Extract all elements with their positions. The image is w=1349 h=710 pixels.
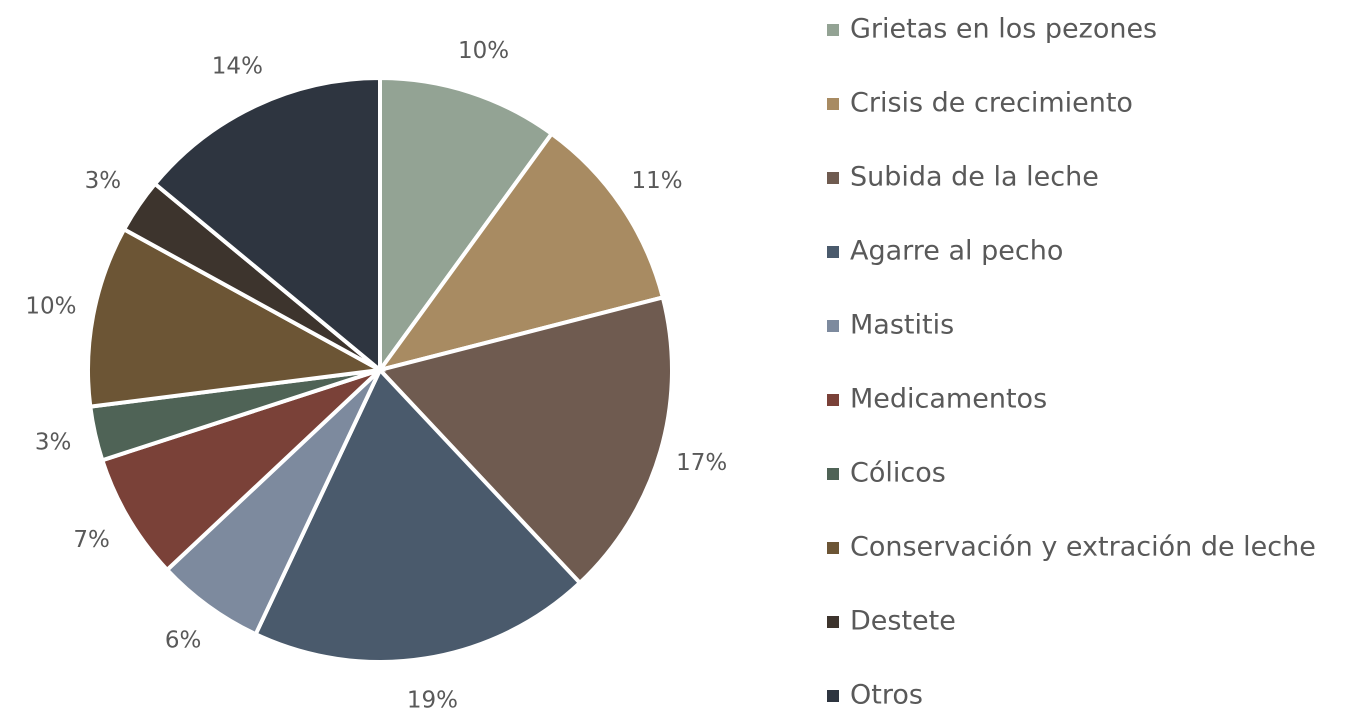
data-label: 19% xyxy=(407,687,458,710)
pie-slice xyxy=(152,75,382,375)
legend-swatch xyxy=(827,394,839,406)
legend-label: Medicamentos xyxy=(850,384,1047,415)
legend-label: Crisis de crecimiento xyxy=(850,88,1133,119)
legend-swatch xyxy=(827,616,839,628)
pie-slice xyxy=(375,130,666,374)
legend-label: Mastitis xyxy=(850,310,954,341)
legend-label: Grietas en los pezones xyxy=(850,14,1157,45)
data-label: 3% xyxy=(35,430,72,456)
legend-label: Subida de la leche xyxy=(850,162,1099,193)
legend-label: Conservación y extración de leche xyxy=(850,532,1316,563)
data-label: 10% xyxy=(25,294,76,320)
legend-swatch xyxy=(827,98,839,110)
legend-label: Otros xyxy=(850,680,923,710)
legend-swatch xyxy=(827,172,839,184)
data-label: 3% xyxy=(85,168,122,194)
data-label: 11% xyxy=(632,168,683,194)
legend-label: Destete xyxy=(850,606,956,637)
legend-swatch xyxy=(827,468,839,480)
data-label: 14% xyxy=(212,53,263,79)
legend-label: Agarre al pecho xyxy=(850,236,1063,267)
data-label: 17% xyxy=(676,450,727,476)
legend-swatch xyxy=(827,690,839,702)
pie-slice xyxy=(253,366,583,664)
legend-label: Cólicos xyxy=(850,458,946,489)
pie-slice xyxy=(378,75,555,377)
data-label: 7% xyxy=(73,527,110,553)
legend-swatch xyxy=(827,542,839,554)
pie-slice xyxy=(86,226,387,409)
legend-swatch xyxy=(827,320,839,332)
data-label: 6% xyxy=(165,628,202,654)
pie-slice xyxy=(376,294,674,586)
legend-swatch xyxy=(827,246,839,258)
legend-swatch xyxy=(827,24,839,36)
data-label: 10% xyxy=(458,38,509,64)
pie-slice xyxy=(99,368,382,573)
